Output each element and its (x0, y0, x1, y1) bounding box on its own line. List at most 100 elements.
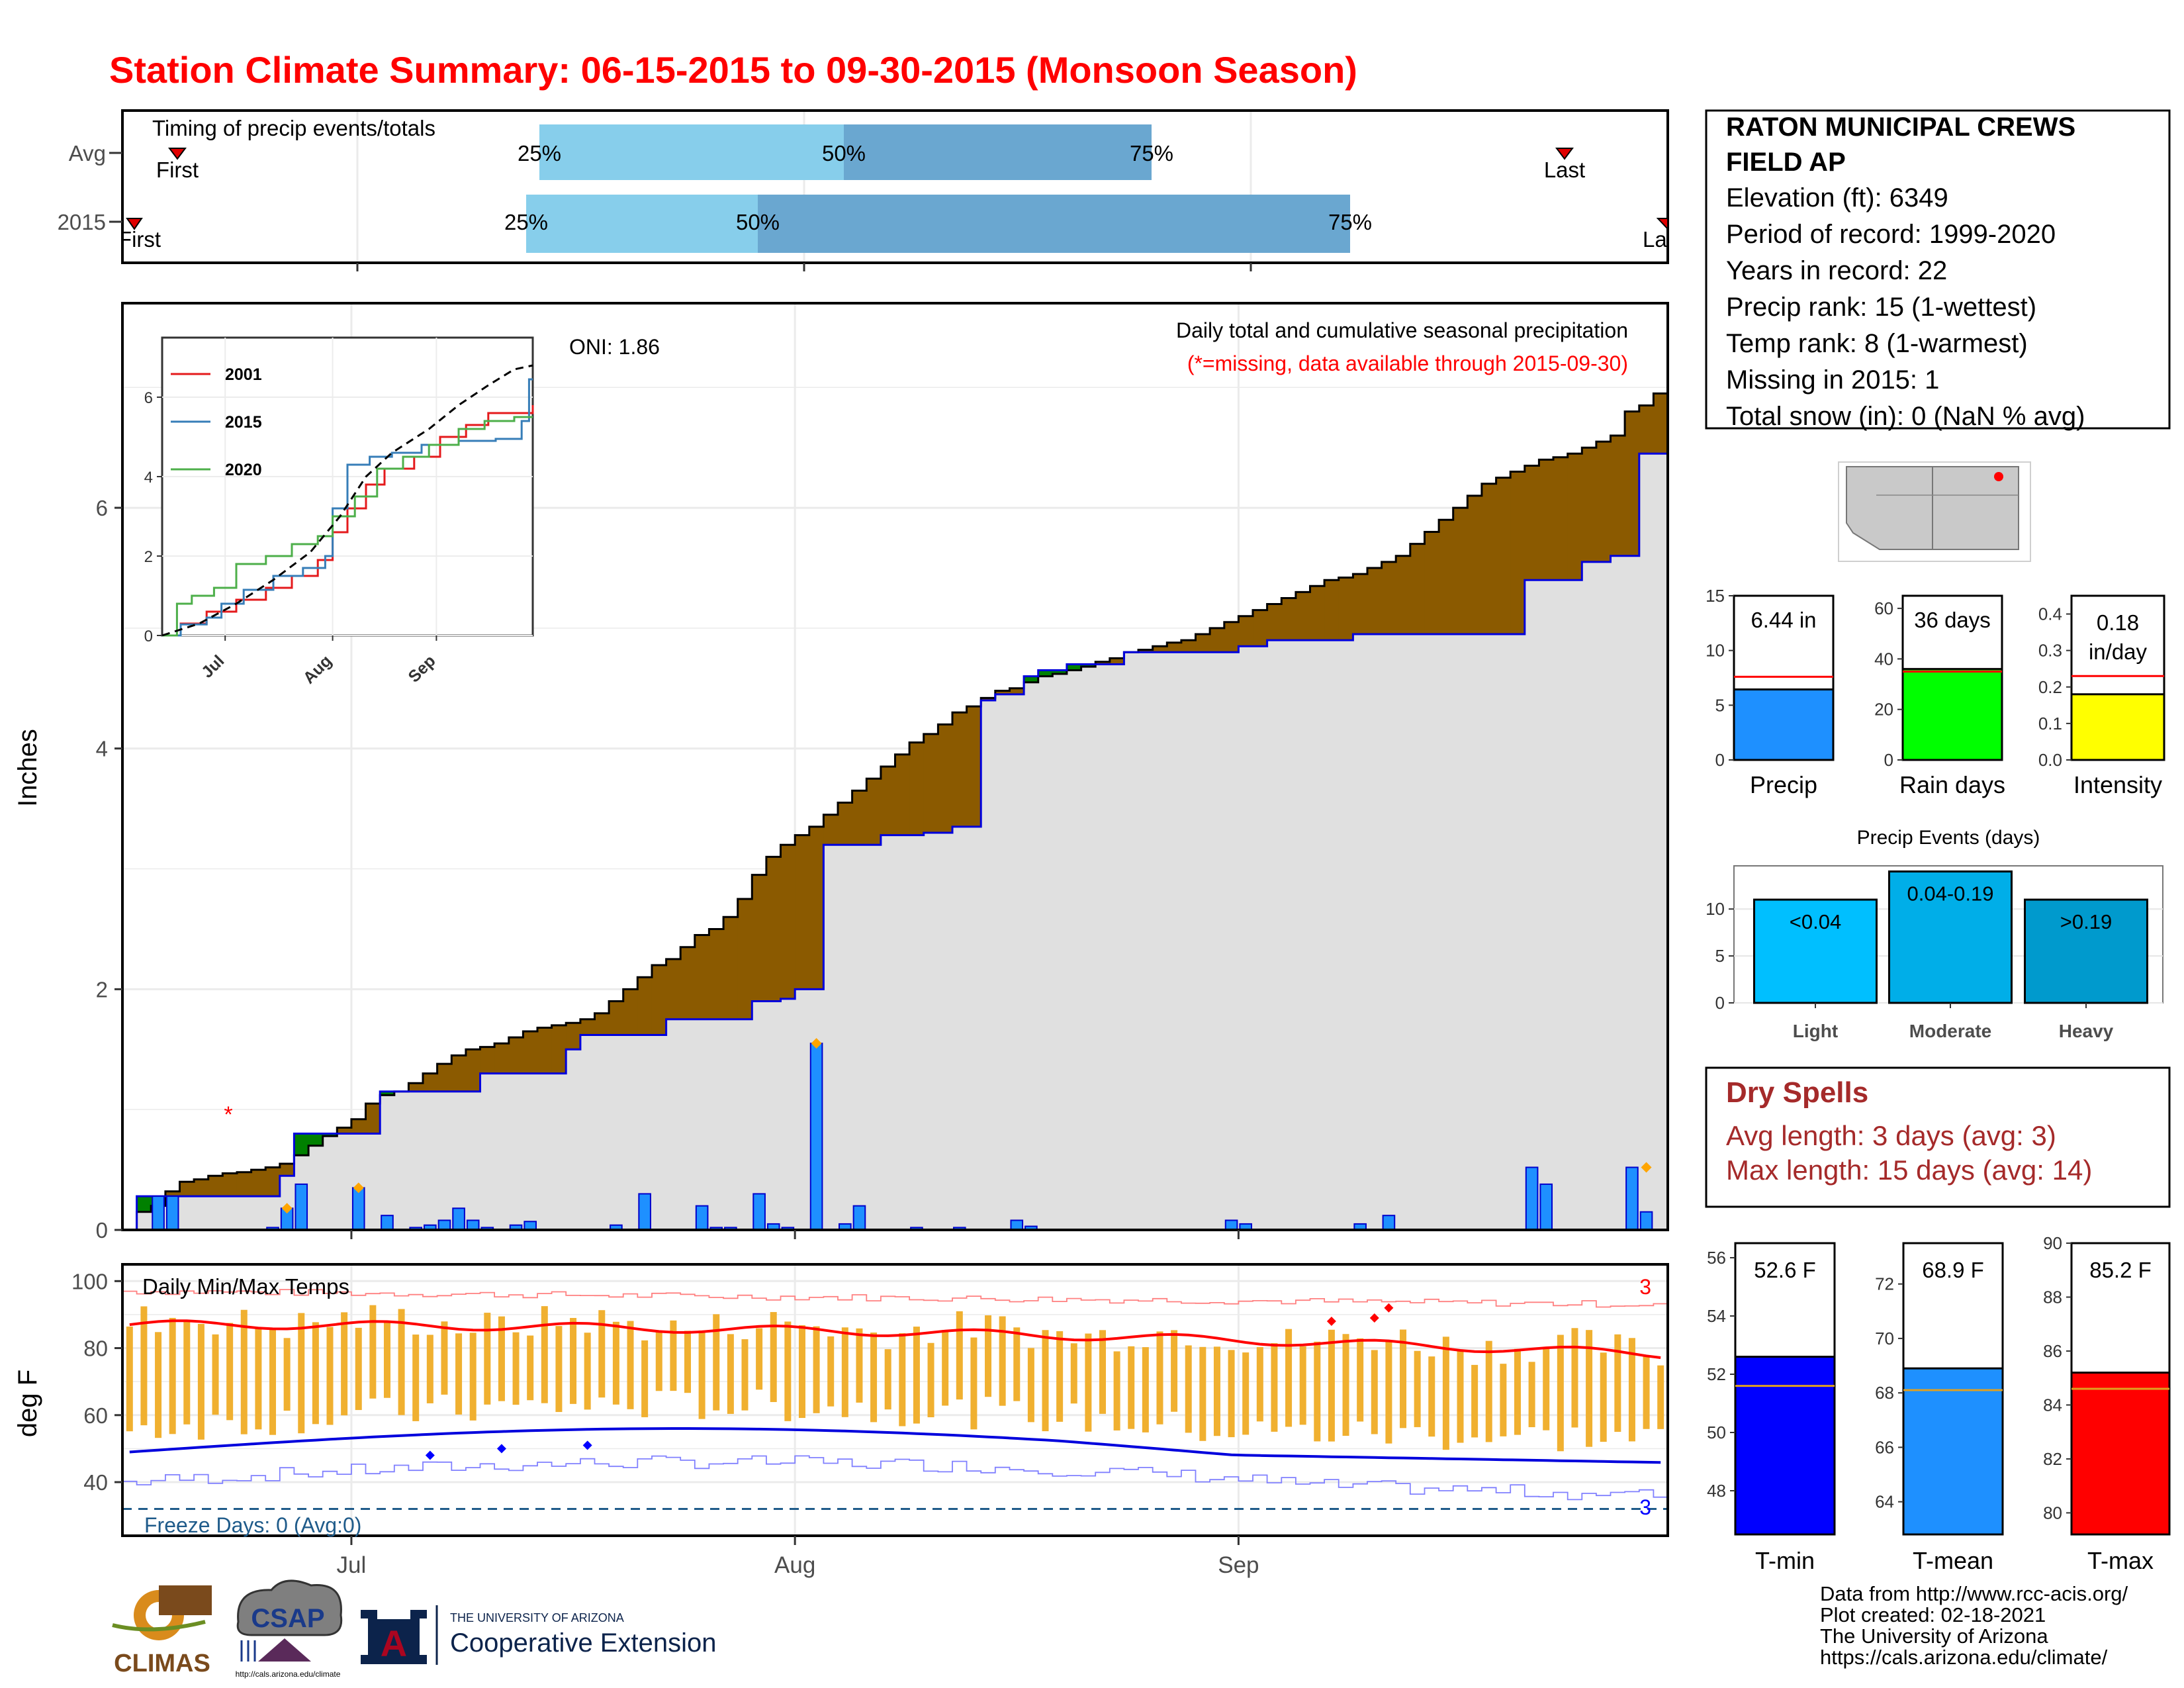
station-elevation: Elevation (ft): 6349 (1726, 183, 1948, 212)
daily-temp-bar (813, 1326, 820, 1413)
inset-line-2001 (162, 405, 534, 637)
station-name-2: FIELD AP (1726, 148, 1846, 177)
deficit-band (1439, 520, 1454, 634)
daily-temp-bar (1128, 1346, 1135, 1429)
daily-precip-bar (1224, 1219, 1238, 1231)
daily-temp-bar (441, 1321, 448, 1395)
main-ytick-label: 0 (96, 1218, 108, 1243)
inset-ytick-label: 6 (144, 389, 153, 407)
deficit-band (880, 767, 896, 835)
surplus-band (1024, 676, 1039, 682)
deficit-band (1152, 646, 1167, 653)
y2015-last-label: Last (1643, 227, 1684, 252)
daily-temp-bar (1256, 1347, 1263, 1422)
mini-bar-ytick-label: 5 (1715, 695, 1725, 715)
footer: Data from http://www.rcc-acis.org/ Plot … (1820, 1582, 2128, 1669)
mini-bar-ytick-label: 40 (1874, 649, 1893, 669)
deficit-band (966, 706, 981, 827)
daily-temp-bar (355, 1327, 362, 1411)
daily-temp-bar (1228, 1350, 1235, 1438)
deficit-band (1510, 471, 1525, 634)
temp-bar-ytick-label: 82 (2043, 1449, 2062, 1469)
daily-temp-bar (627, 1321, 634, 1409)
daily-temp-bar (827, 1336, 835, 1407)
daily-temp-bar (856, 1328, 863, 1403)
record-high-marker (1326, 1317, 1336, 1327)
daily-temp-bar (369, 1305, 377, 1399)
station-snow: Total snow (in): 0 (NaN % avg) (1726, 402, 2085, 431)
temp-xtick-label: Aug (774, 1552, 815, 1578)
inset-legend-label: 2020 (225, 461, 262, 479)
record-min-line (122, 1455, 1668, 1501)
deficit-band (251, 1170, 266, 1197)
freeze-days-label: Freeze Days: 0 (Avg:0) (144, 1513, 361, 1537)
main-precip-panel: 0 2 4 6 Inches Daily total and cumulative s… (13, 302, 1669, 1243)
daily-temp-bar (798, 1325, 805, 1419)
station-temp-rank: Temp rank: 8 (1-warmest) (1726, 329, 2028, 358)
missing-marker: * (224, 1102, 232, 1127)
daily-temp-bar (1414, 1350, 1421, 1427)
daily-temp-bar (1514, 1348, 1521, 1435)
deficit-band (523, 1031, 538, 1074)
event-bar-label: Light (1793, 1021, 1838, 1041)
surplus-band (1052, 670, 1068, 674)
daily-temp-bar (584, 1333, 591, 1410)
daily-temp-bar (1586, 1330, 1593, 1447)
deficit-band (866, 778, 882, 845)
daily-temp-bar (1485, 1340, 1492, 1442)
deficit-band (179, 1182, 195, 1197)
page-title: Station Climate Summary: 06-15-2015 to 0… (109, 49, 1357, 91)
temp-bar-ytick-label: 86 (2043, 1341, 2062, 1361)
event-bar-range: <0.04 (1790, 910, 1841, 933)
temp-bar-value (1734, 1356, 1836, 1536)
ua-logo-top: THE UNIVERSITY OF ARIZONA (450, 1611, 624, 1624)
daily-precip-bar (752, 1193, 766, 1231)
mini-bar-value-label: 36 days (1914, 608, 1991, 632)
deficit-band (780, 845, 796, 999)
avg-q25-q50-bar (539, 124, 844, 180)
daily-temp-bar (1543, 1346, 1550, 1430)
deficit-band (838, 802, 853, 845)
climas-logo-text: CLIMAS (114, 1650, 210, 1677)
deficit-band (465, 1049, 481, 1092)
temp-bar-value-label: 52.6 F (1754, 1258, 1816, 1282)
daily-temp-bar (1171, 1330, 1178, 1412)
deficit-band (1553, 457, 1569, 581)
daily-temp-bar (570, 1317, 577, 1404)
avg-q25-label: 25% (518, 141, 561, 165)
temp-bar-ytick-label: 64 (1875, 1492, 1894, 1512)
daily-temp-bar (985, 1315, 992, 1397)
daily-temp-bar (1027, 1348, 1034, 1423)
deficit-band (1338, 577, 1353, 641)
oni-label: ONI: 1.86 (569, 335, 660, 359)
daily-temp-bar (1285, 1329, 1293, 1427)
inset-ytick-label: 4 (144, 469, 153, 487)
events-ytick-label: 0 (1715, 993, 1725, 1013)
daily-temp-bar (770, 1312, 777, 1403)
daily-temp-bar (1242, 1352, 1250, 1435)
daily-temp-bar (612, 1321, 619, 1405)
deficit-band (752, 874, 767, 1002)
deficit-band (1410, 543, 1426, 634)
deficit-band (709, 929, 724, 1019)
avg-q75-label: 75% (1130, 141, 1173, 165)
deficit-band (580, 1019, 596, 1035)
daily-temp-bar (927, 1342, 934, 1418)
deficit-band (1224, 622, 1239, 653)
inset-ytick-label: 2 (144, 548, 153, 566)
precip-events-chart: Precip Events (days) <0.04 Light 0.04-0.19 M… (1706, 827, 2163, 1041)
y2015-first-marker (126, 218, 143, 230)
temp-bar-label: T-mean (1913, 1547, 1993, 1574)
daily-precip-bar (351, 1187, 365, 1231)
event-bar (1753, 898, 1878, 1004)
daily-temp-bar (1385, 1340, 1392, 1444)
surplus-band (1081, 664, 1096, 667)
daily-temp-bar (741, 1339, 749, 1411)
temp-ytick-label: 40 (83, 1470, 108, 1495)
daily-temp-bar (784, 1321, 792, 1421)
station-missing: Missing in 2015: 1 (1726, 365, 1939, 395)
daily-precip-bar (1539, 1183, 1553, 1231)
daily-temp-bar (999, 1316, 1006, 1406)
deficit-band (423, 1073, 438, 1092)
